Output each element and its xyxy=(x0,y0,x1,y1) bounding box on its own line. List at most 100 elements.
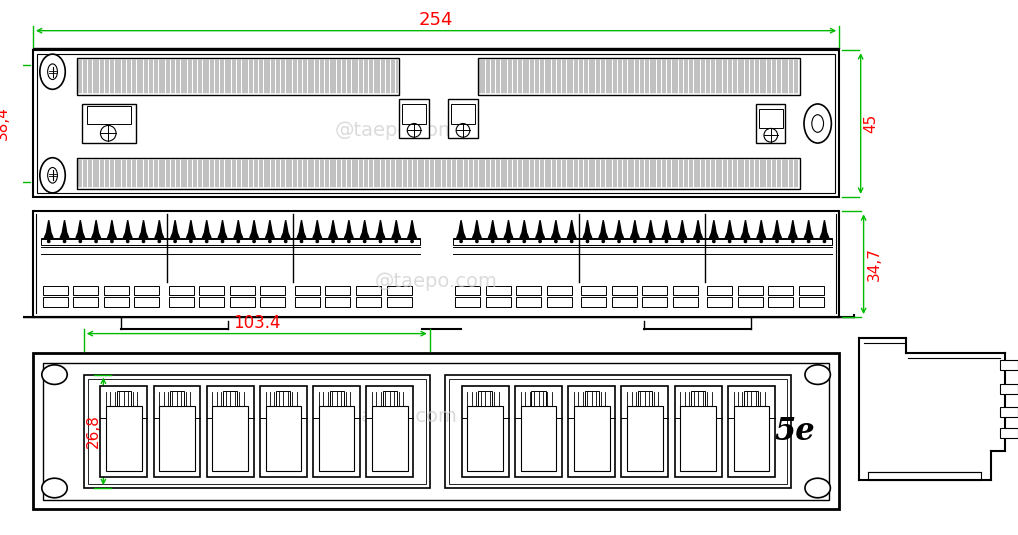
Bar xyxy=(383,392,397,406)
Bar xyxy=(117,392,130,406)
Bar xyxy=(467,406,503,471)
Bar xyxy=(574,406,610,471)
Bar xyxy=(708,286,732,295)
Circle shape xyxy=(460,240,462,242)
Polygon shape xyxy=(392,220,401,238)
Bar xyxy=(448,99,477,138)
Polygon shape xyxy=(266,220,274,238)
Circle shape xyxy=(792,240,794,242)
Bar xyxy=(326,297,350,307)
Bar xyxy=(402,104,426,124)
Bar xyxy=(159,406,194,471)
Circle shape xyxy=(332,240,334,242)
Circle shape xyxy=(317,240,319,242)
Bar xyxy=(584,392,599,406)
Polygon shape xyxy=(92,220,101,238)
Bar xyxy=(33,211,839,317)
Bar xyxy=(516,297,542,307)
Text: 26,8: 26,8 xyxy=(86,415,101,448)
Polygon shape xyxy=(171,220,179,238)
Polygon shape xyxy=(804,220,813,238)
Bar xyxy=(200,286,224,295)
Circle shape xyxy=(586,240,588,242)
Circle shape xyxy=(300,240,302,242)
Bar xyxy=(638,392,652,406)
Polygon shape xyxy=(297,220,305,238)
Bar xyxy=(276,392,290,406)
Bar xyxy=(1001,429,1018,438)
Text: @taepo.com: @taepo.com xyxy=(334,121,457,140)
Polygon shape xyxy=(821,220,829,238)
Circle shape xyxy=(824,240,826,242)
Bar xyxy=(769,297,793,307)
Bar xyxy=(83,374,430,488)
Circle shape xyxy=(539,240,542,242)
Polygon shape xyxy=(155,220,164,238)
Circle shape xyxy=(269,240,271,242)
Polygon shape xyxy=(139,220,148,238)
Bar xyxy=(759,109,783,128)
Polygon shape xyxy=(662,220,671,238)
Bar xyxy=(41,238,420,245)
Text: 45: 45 xyxy=(863,114,879,133)
Bar xyxy=(326,286,350,295)
Bar xyxy=(73,286,99,295)
Polygon shape xyxy=(583,220,591,238)
Circle shape xyxy=(363,240,365,242)
Circle shape xyxy=(602,240,605,242)
Circle shape xyxy=(206,240,208,242)
Bar xyxy=(516,286,542,295)
Bar xyxy=(223,392,237,406)
Bar xyxy=(799,297,824,307)
Bar xyxy=(673,297,698,307)
Bar xyxy=(134,297,160,307)
Bar xyxy=(547,286,572,295)
Bar xyxy=(77,158,800,189)
Circle shape xyxy=(760,240,762,242)
Circle shape xyxy=(633,240,636,242)
Ellipse shape xyxy=(48,64,57,80)
Polygon shape xyxy=(504,220,513,238)
Circle shape xyxy=(95,240,98,242)
Circle shape xyxy=(492,240,494,242)
Bar xyxy=(330,392,344,406)
Bar xyxy=(33,50,839,197)
Bar xyxy=(515,386,562,477)
Bar xyxy=(314,386,360,477)
Bar xyxy=(642,297,668,307)
Bar xyxy=(81,104,135,143)
Circle shape xyxy=(79,240,81,242)
Circle shape xyxy=(666,240,668,242)
Polygon shape xyxy=(646,220,655,238)
Circle shape xyxy=(158,240,161,242)
Polygon shape xyxy=(108,220,116,238)
Bar xyxy=(1001,385,1018,394)
Bar xyxy=(106,406,142,471)
Bar xyxy=(372,406,407,471)
Circle shape xyxy=(395,240,397,242)
Bar xyxy=(261,286,285,295)
Polygon shape xyxy=(45,220,53,238)
Text: @taepo.com: @taepo.com xyxy=(375,272,498,292)
Bar xyxy=(486,297,511,307)
Polygon shape xyxy=(457,220,465,238)
Text: 38,4: 38,4 xyxy=(0,106,9,141)
Bar xyxy=(200,297,224,307)
Circle shape xyxy=(618,240,620,242)
Bar xyxy=(170,392,184,406)
Bar xyxy=(213,406,248,471)
Polygon shape xyxy=(693,220,702,238)
Circle shape xyxy=(111,240,113,242)
Bar xyxy=(266,406,301,471)
Ellipse shape xyxy=(42,365,67,385)
Ellipse shape xyxy=(805,478,831,498)
Circle shape xyxy=(174,240,176,242)
Bar xyxy=(87,106,130,124)
Bar xyxy=(104,297,129,307)
Bar xyxy=(477,58,800,95)
Bar xyxy=(769,286,793,295)
Polygon shape xyxy=(329,220,337,238)
Bar xyxy=(868,472,981,480)
Bar xyxy=(366,386,413,477)
Circle shape xyxy=(411,240,413,242)
